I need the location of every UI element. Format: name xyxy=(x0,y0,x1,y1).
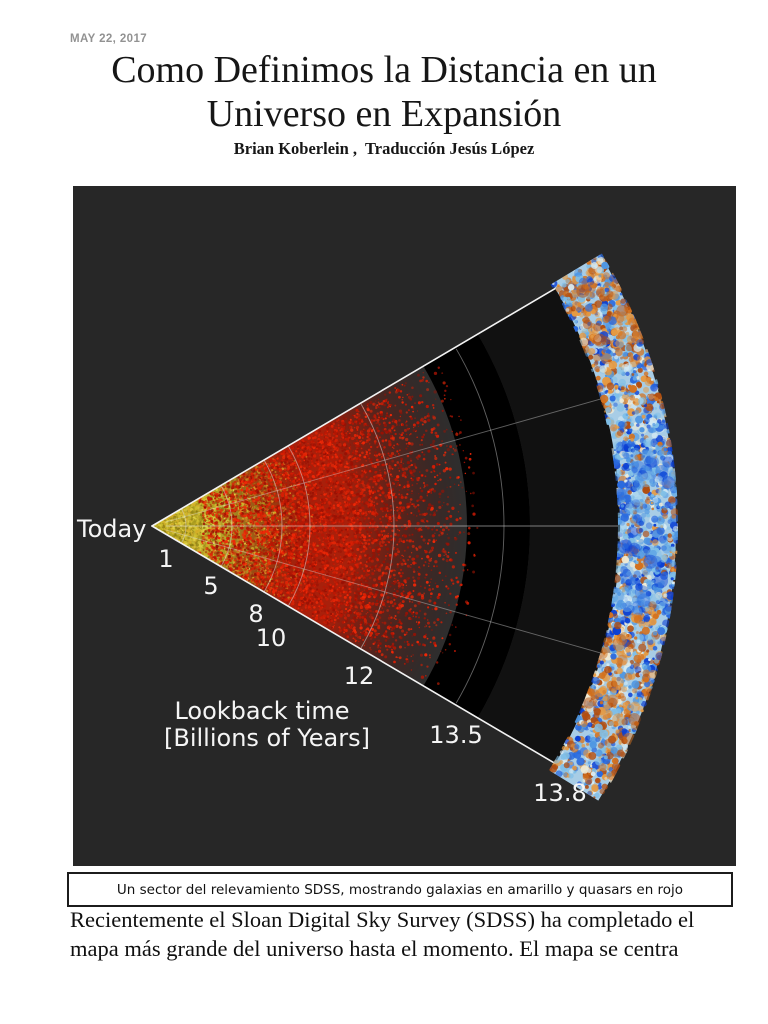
sdss-survey-figure: Today 1 5 8 10 12 13.5 13.8 Lookback tim… xyxy=(73,186,736,866)
figure-labels: Today 1 5 8 10 12 13.5 13.8 Lookback tim… xyxy=(76,515,587,807)
wedge-edge-lines xyxy=(151,284,562,768)
tick-label-13-5-prev-12: 12 xyxy=(344,662,375,690)
quasar-scatter xyxy=(197,366,479,685)
grid-lines xyxy=(165,348,618,704)
tick-label-13-8: 13.8 xyxy=(533,779,586,807)
figure-caption-box: Un sector del relevamiento SDSS, mostran… xyxy=(67,872,733,907)
tick-label-10: 10 xyxy=(256,624,287,652)
today-label: Today xyxy=(76,515,146,543)
article-title: Como Definimos la Distancia en un Univer… xyxy=(54,48,714,136)
cmb-band xyxy=(549,253,679,801)
tick-label-5: 5 xyxy=(203,572,218,600)
body-line-2: mapa más grande del universo hasta el mo… xyxy=(70,935,679,961)
tick-label-8: 8 xyxy=(248,600,263,628)
figure-caption: Un sector del relevamiento SDSS, mostran… xyxy=(116,881,684,898)
title-line-1: Como Definimos la Distancia en un xyxy=(111,49,657,91)
byline: Brian Koberlein , Traducción Jesús López xyxy=(233,139,535,158)
axis-label-line-1: Lookback time xyxy=(174,697,349,725)
axis-label-line-2: [Billions of Years] xyxy=(164,724,370,752)
article-body: Recientemente el Sloan Digital Sky Surve… xyxy=(70,906,742,963)
post-date: MAY 22, 2017 xyxy=(70,33,148,45)
title-line-2: Universo en Expansión xyxy=(206,93,562,135)
tick-label-1: 1 xyxy=(158,545,173,573)
tick-label-13-5: 13.5 xyxy=(429,721,482,749)
body-line-1: Recientemente el Sloan Digital Sky Surve… xyxy=(70,907,695,932)
sdss-wedge-diagram: Today 1 5 8 10 12 13.5 13.8 Lookback tim… xyxy=(73,186,736,866)
